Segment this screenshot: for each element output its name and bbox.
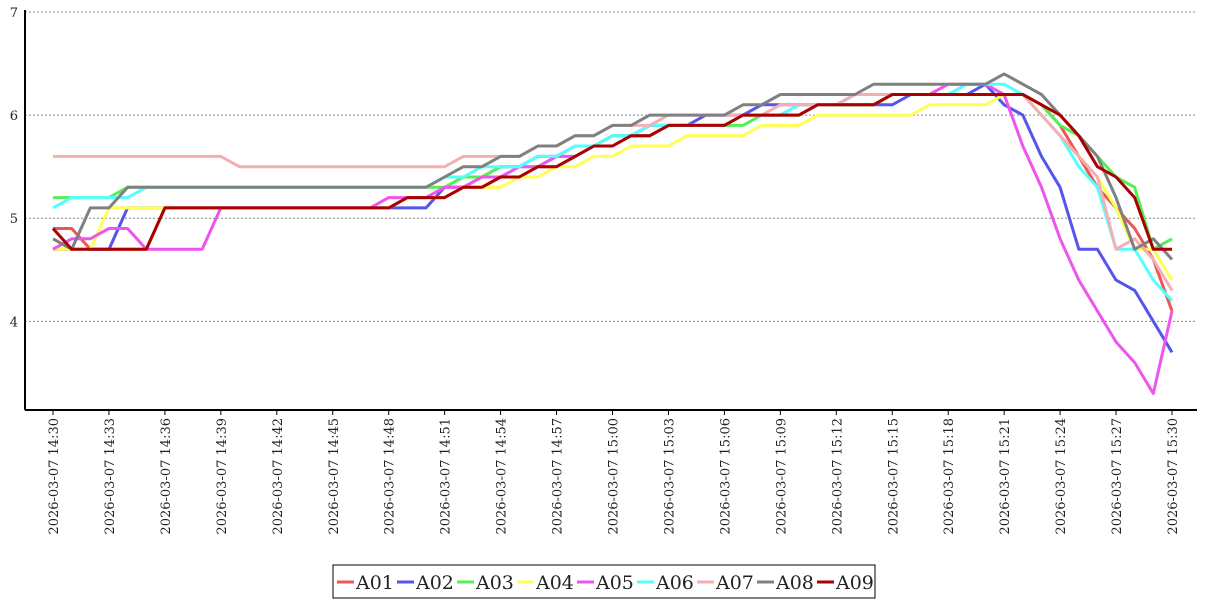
y-tick-labels: 4 5 6 7 bbox=[10, 6, 18, 330]
legend-label: A01 bbox=[355, 572, 394, 594]
x-tick-label: 2026-03-07 14:39 bbox=[215, 418, 230, 535]
x-tick-label: 2026-03-07 14:57 bbox=[551, 418, 566, 535]
legend-label: A05 bbox=[595, 572, 634, 594]
y-tick-label: 6 bbox=[10, 109, 18, 124]
x-tick-label: 2026-03-07 14:42 bbox=[271, 418, 286, 535]
series-line-a08 bbox=[52, 72, 1174, 261]
x-tick-label: 2026-03-07 14:48 bbox=[383, 418, 398, 535]
legend-label: A04 bbox=[535, 572, 574, 594]
legend-label: A09 bbox=[835, 572, 874, 594]
x-tick-label: 2026-03-07 15:00 bbox=[607, 418, 622, 535]
y-tick-label: 4 bbox=[10, 315, 18, 330]
series-line-a03 bbox=[53, 93, 1173, 251]
x-tick-label: 2026-03-07 14:51 bbox=[439, 418, 454, 535]
legend-label: A02 bbox=[415, 572, 454, 594]
x-tick-label: 2026-03-07 15:21 bbox=[998, 418, 1013, 535]
x-tick-label: 2026-03-07 15:09 bbox=[774, 418, 789, 535]
x-tick-label: 2026-03-07 15:06 bbox=[718, 418, 733, 535]
x-tick-labels: 2026-03-07 14:30 2026-03-07 14:33 2026-03-… bbox=[47, 410, 1181, 535]
x-tick-label: 2026-03-07 14:54 bbox=[495, 418, 510, 535]
series-line-a05 bbox=[52, 82, 1174, 395]
x-tick-label: 2026-03-07 14:36 bbox=[159, 418, 174, 535]
series-line-a06 bbox=[52, 82, 1174, 302]
x-tick-label: 2026-03-07 14:30 bbox=[47, 418, 62, 535]
legend: A01 A02 A03 A04 A05 A06 A07 A08 A09 bbox=[332, 564, 876, 599]
gridlines bbox=[25, 11, 1197, 322]
x-tick-label: 2026-03-07 15:30 bbox=[1166, 418, 1181, 535]
x-tick-label: 2026-03-07 15:27 bbox=[1110, 418, 1125, 535]
x-tick-label: 2026-03-07 15:12 bbox=[830, 418, 845, 535]
series-line-a07 bbox=[53, 93, 1174, 292]
x-tick-label: 2026-03-07 14:45 bbox=[327, 418, 342, 535]
y-tick-label: 7 bbox=[10, 6, 18, 21]
x-tick-label: 2026-03-07 15:18 bbox=[942, 418, 957, 535]
legend-label: A06 bbox=[655, 572, 694, 594]
legend-label: A07 bbox=[715, 572, 754, 594]
x-tick-label: 2026-03-07 14:33 bbox=[103, 418, 118, 535]
x-tick-label: 2026-03-07 15:03 bbox=[662, 418, 677, 535]
x-tick-label: 2026-03-07 15:15 bbox=[886, 418, 901, 535]
series-lines bbox=[51, 72, 1174, 395]
legend-box bbox=[332, 564, 876, 599]
x-tick-label: 2026-03-07 15:24 bbox=[1054, 418, 1069, 535]
legend-label: A03 bbox=[475, 572, 514, 594]
series-line-a09 bbox=[51, 93, 1172, 251]
y-tick-label: 5 bbox=[10, 212, 18, 227]
legend-label: A08 bbox=[775, 572, 814, 594]
